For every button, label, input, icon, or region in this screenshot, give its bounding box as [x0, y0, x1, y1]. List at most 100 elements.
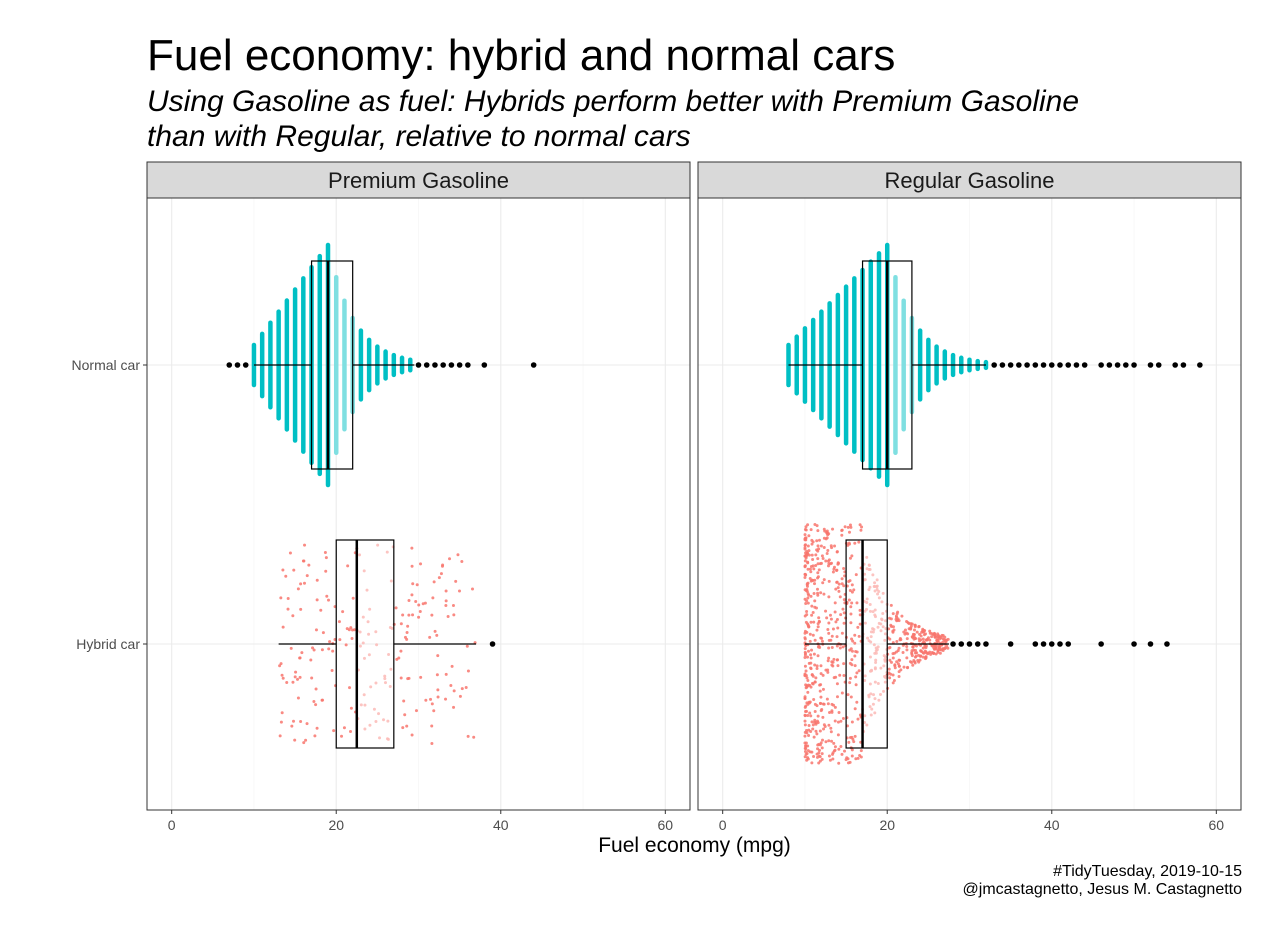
point: [819, 544, 823, 548]
point: [809, 729, 813, 733]
point: [848, 588, 852, 592]
point: [315, 578, 319, 582]
point: [324, 556, 328, 560]
point: [394, 606, 398, 610]
point: [837, 710, 841, 714]
point: [344, 643, 348, 647]
point: [812, 592, 816, 596]
point: [460, 687, 464, 691]
point: [816, 575, 820, 579]
subtitle-line-1: Using Gasoline as fuel: Hybrids perform …: [147, 85, 1080, 118]
outlier-point: [991, 362, 997, 368]
point: [901, 643, 905, 647]
point: [879, 629, 883, 633]
point: [850, 637, 854, 641]
point: [415, 583, 419, 587]
point: [804, 525, 808, 529]
point: [436, 688, 440, 692]
point: [805, 752, 809, 756]
outlier-point: [242, 362, 249, 368]
point: [382, 718, 386, 722]
point: [831, 527, 835, 531]
point: [817, 547, 821, 551]
point: [836, 586, 840, 590]
point: [868, 655, 872, 659]
outlier-point: [950, 641, 956, 647]
point: [857, 540, 861, 544]
point: [860, 525, 864, 529]
point: [816, 593, 820, 597]
point: [811, 578, 815, 582]
point: [285, 681, 289, 685]
point: [936, 650, 940, 654]
point: [361, 641, 365, 645]
point: [912, 659, 916, 663]
point: [936, 648, 940, 652]
point: [815, 664, 819, 668]
point: [424, 698, 428, 702]
point: [880, 600, 884, 604]
point: [472, 735, 476, 739]
point: [803, 559, 807, 563]
point: [833, 748, 837, 752]
point: [806, 744, 810, 748]
point: [913, 648, 917, 652]
point: [314, 703, 318, 707]
point: [838, 646, 842, 650]
point: [279, 720, 283, 724]
point: [362, 693, 366, 697]
point: [341, 610, 345, 614]
point: [369, 685, 373, 689]
point: [835, 682, 839, 686]
point: [810, 720, 814, 724]
point: [836, 664, 840, 668]
point: [803, 719, 807, 723]
point: [817, 568, 821, 572]
point: [444, 603, 448, 607]
outlier-point: [465, 362, 471, 368]
point: [349, 729, 353, 733]
point: [873, 589, 877, 593]
point: [815, 667, 819, 671]
outlier-point: [1040, 641, 1047, 647]
point: [881, 625, 885, 629]
y-tick-label: Normal car: [72, 357, 141, 373]
point: [827, 638, 831, 642]
point: [826, 702, 830, 706]
point: [898, 658, 902, 662]
point: [853, 734, 857, 738]
point: [809, 528, 813, 532]
point: [361, 615, 365, 619]
point: [820, 554, 824, 558]
point: [841, 607, 845, 611]
point: [923, 632, 927, 636]
point: [808, 639, 812, 643]
point: [875, 587, 879, 591]
caption-line-2: @jmcastagnetto, Jesus M. Castagnetto: [962, 881, 1242, 898]
point: [877, 590, 881, 594]
point: [818, 729, 822, 733]
point: [290, 724, 294, 728]
point: [865, 723, 869, 727]
point: [842, 598, 846, 602]
outlier-point: [1123, 362, 1129, 368]
point: [813, 599, 817, 603]
point: [286, 597, 290, 601]
point: [856, 625, 860, 629]
box: [310, 260, 354, 470]
point: [852, 740, 856, 744]
point: [822, 527, 826, 531]
point: [809, 667, 813, 671]
outlier-point: [1073, 362, 1080, 368]
point: [830, 660, 834, 664]
outlier-point: [226, 362, 233, 368]
x-tick-label: 20: [328, 817, 344, 833]
point: [809, 685, 813, 689]
point: [842, 567, 846, 571]
panel-regular-gasoline: Regular Gasoline 0 20 40 60: [697, 161, 1242, 833]
point: [817, 742, 821, 746]
outlier-point: [1048, 362, 1055, 368]
point: [929, 652, 933, 656]
point: [831, 664, 835, 668]
point: [930, 632, 934, 636]
